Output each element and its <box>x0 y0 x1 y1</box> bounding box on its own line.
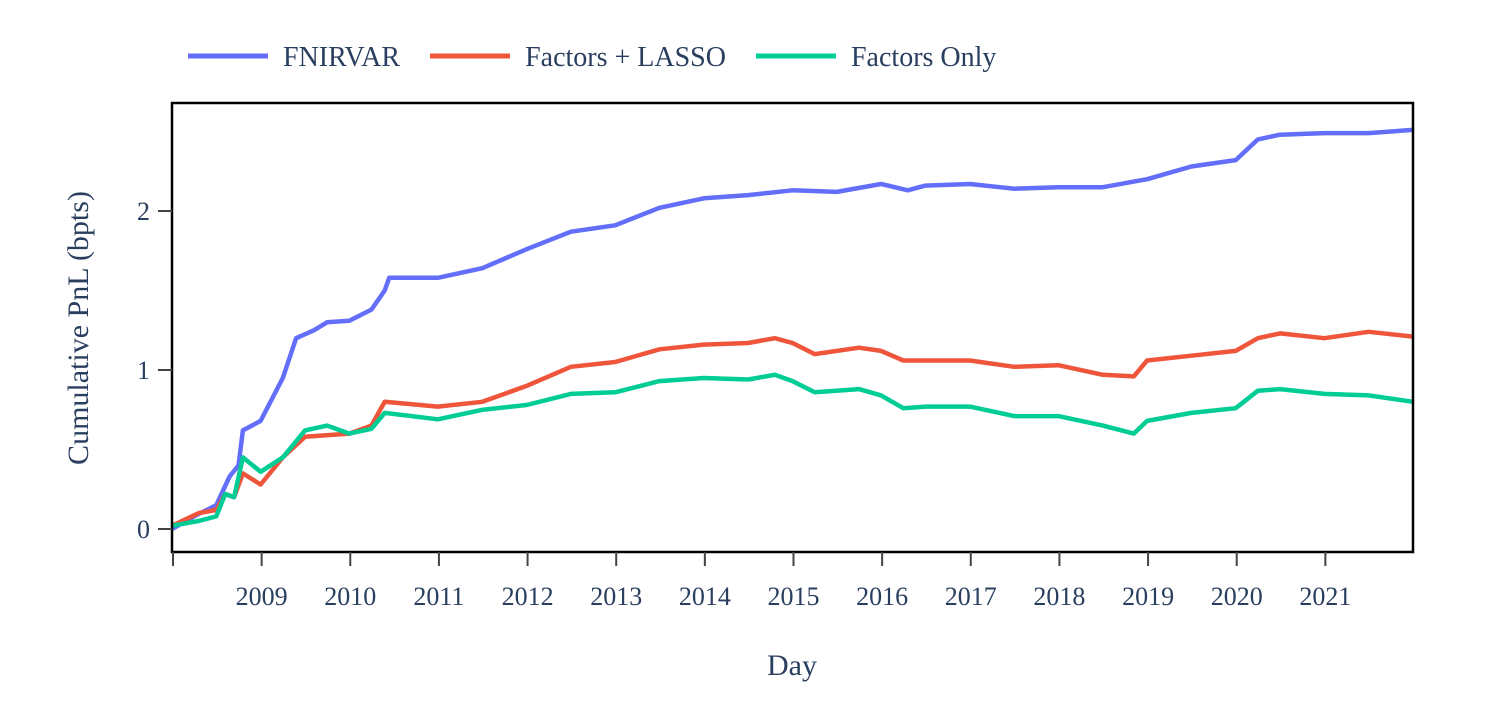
x-tick-label: 2013 <box>590 582 642 611</box>
x-tick-label: 2010 <box>324 582 376 611</box>
plot-frame <box>170 101 1415 554</box>
x-tick-label: 2014 <box>679 582 731 611</box>
x-tick-label: 2012 <box>502 582 554 611</box>
x-tick-label: 2009 <box>236 582 288 611</box>
x-tick-label: 2019 <box>1122 582 1174 611</box>
y-axis-label: Cumulative PnL (bpts) <box>62 191 95 465</box>
x-tick-label: 2011 <box>413 582 464 611</box>
x-tick-label: 2016 <box>856 582 908 611</box>
series-line-1 <box>171 329 1414 528</box>
series-lines <box>170 127 1414 531</box>
x-axis-label: Day <box>767 649 817 682</box>
x-tick-label: 2018 <box>1033 582 1085 611</box>
y-tick-label: 1 <box>137 356 150 385</box>
x-tick-label: 2015 <box>768 582 820 611</box>
x-tick-label: 2020 <box>1211 582 1263 611</box>
y-tick-label: 2 <box>137 197 150 226</box>
x-tick-label: 2021 <box>1299 582 1351 611</box>
series-line-0 <box>170 127 1414 531</box>
legend-label: Factors Only <box>851 42 996 73</box>
series-line-2 <box>171 372 1414 529</box>
y-axis: 0 1 2 <box>137 197 172 544</box>
x-tick-label: 2017 <box>945 582 997 611</box>
legend-label: FNIRVAR <box>283 42 400 73</box>
legend: FNIRVAR Factors + LASSO Factors Only <box>188 42 996 73</box>
legend-label: Factors + LASSO <box>525 42 726 73</box>
y-tick-label: 0 <box>137 515 150 544</box>
x-axis: 2009 2010 2011 2012 2013 2014 2015 2016 2017 2018… <box>172 552 1351 611</box>
